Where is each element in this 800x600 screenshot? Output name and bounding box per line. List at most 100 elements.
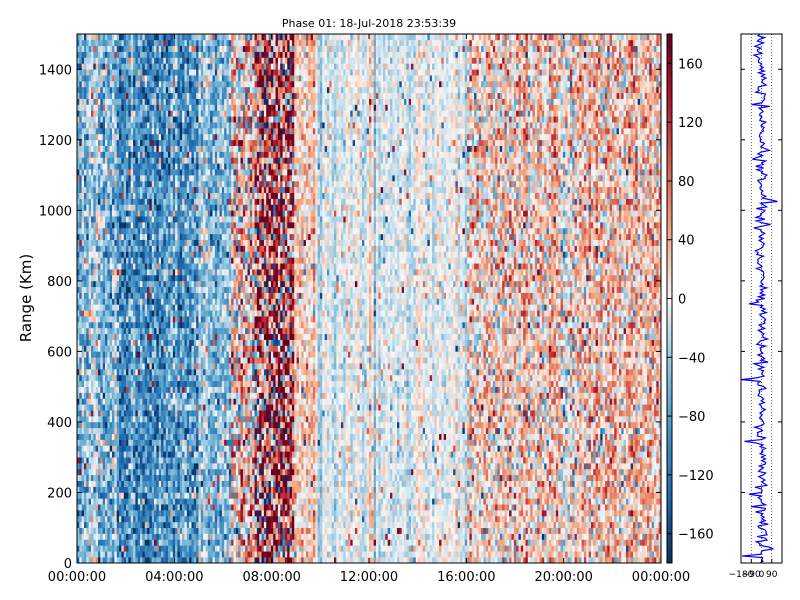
- heatmap-cell: [79, 246, 82, 252]
- heatmap-cell: [189, 116, 192, 122]
- heatmap-cell: [91, 551, 94, 557]
- heatmap-cell: [119, 228, 122, 234]
- heatmap-cell: [168, 169, 171, 175]
- heatmap-cell: [89, 475, 92, 481]
- heatmap-cell: [119, 375, 122, 381]
- heatmap-cell: [159, 275, 162, 281]
- heatmap-cell: [156, 322, 159, 328]
- heatmap-cell: [91, 481, 94, 487]
- heatmap-cell: [103, 193, 106, 199]
- heatmap-cell: [205, 369, 208, 375]
- heatmap-cell: [159, 457, 162, 463]
- heatmap-cell: [82, 504, 85, 510]
- heatmap-cell: [161, 369, 164, 375]
- heatmap-cell: [166, 528, 169, 534]
- heatmap-cell: [184, 169, 187, 175]
- heatmap-cell: [128, 463, 131, 469]
- heatmap-cell: [175, 175, 178, 181]
- heatmap-cell: [131, 340, 134, 346]
- heatmap-cell: [180, 281, 183, 287]
- heatmap-cell: [173, 528, 176, 534]
- heatmap-cell: [103, 216, 106, 222]
- heatmap-cell: [205, 322, 208, 328]
- heatmap-cell: [133, 228, 136, 234]
- heatmap-cell: [203, 52, 206, 58]
- heatmap-cell: [201, 475, 204, 481]
- heatmap-cell: [82, 522, 85, 528]
- heatmap-cell: [138, 422, 141, 428]
- heatmap-cell: [191, 416, 194, 422]
- heatmap-cell: [126, 416, 129, 422]
- heatmap-cell: [191, 40, 194, 46]
- heatmap-cell: [189, 340, 192, 346]
- heatmap-cell: [96, 187, 99, 193]
- heatmap-cell: [196, 498, 199, 504]
- heatmap-cell: [177, 146, 180, 152]
- heatmap-cell: [105, 534, 108, 540]
- heatmap-cell: [166, 281, 169, 287]
- heatmap-cell: [131, 69, 134, 75]
- heatmap-cell: [159, 440, 162, 446]
- heatmap-cell: [194, 463, 197, 469]
- heatmap-cell: [201, 187, 204, 193]
- heatmap-cell: [154, 199, 157, 205]
- heatmap-cell: [96, 240, 99, 246]
- heatmap-cell: [117, 393, 120, 399]
- heatmap-cell: [114, 69, 117, 75]
- heatmap-cell: [180, 87, 183, 93]
- heatmap-cell: [198, 210, 201, 216]
- heatmap-cell: [142, 293, 145, 299]
- heatmap-cell: [145, 545, 148, 551]
- heatmap-cell: [142, 498, 145, 504]
- heatmap-cell: [142, 93, 145, 99]
- heatmap-cell: [184, 522, 187, 528]
- heatmap-cell: [133, 381, 136, 387]
- heatmap-cell: [156, 422, 159, 428]
- heatmap-cell: [93, 181, 96, 187]
- heatmap-cell: [79, 457, 82, 463]
- heatmap-cell: [163, 369, 166, 375]
- heatmap-cell: [84, 522, 87, 528]
- heatmap-cell: [100, 175, 103, 181]
- heatmap-cell: [203, 175, 206, 181]
- heatmap-cell: [203, 487, 206, 493]
- heatmap-cell: [198, 416, 201, 422]
- heatmap-cell: [198, 516, 201, 522]
- heatmap-cell: [82, 545, 85, 551]
- heatmap-cell: [103, 199, 106, 205]
- heatmap-cell: [173, 122, 176, 128]
- heatmap-cell: [82, 404, 85, 410]
- heatmap-cell: [194, 169, 197, 175]
- heatmap-cell: [84, 428, 87, 434]
- heatmap-cell: [128, 146, 131, 152]
- heatmap-cell: [187, 369, 190, 375]
- heatmap-cell: [147, 440, 150, 446]
- heatmap-cell: [133, 534, 136, 540]
- heatmap-cell: [142, 351, 145, 357]
- heatmap-cell: [89, 539, 92, 545]
- heatmap-cell: [124, 528, 127, 534]
- heatmap-cell: [154, 240, 157, 246]
- heatmap-cell: [112, 445, 115, 451]
- heatmap-cell: [135, 304, 138, 310]
- heatmap-cell: [177, 63, 180, 69]
- heatmap-cell: [82, 240, 85, 246]
- heatmap-cell: [133, 463, 136, 469]
- heatmap-cell: [187, 105, 190, 111]
- heatmap-cell: [110, 228, 113, 234]
- heatmap-cell: [82, 428, 85, 434]
- heatmap-cell: [119, 557, 122, 563]
- heatmap-cell: [126, 63, 129, 69]
- heatmap-cell: [156, 451, 159, 457]
- heatmap-cell: [124, 440, 127, 446]
- heatmap-cell: [114, 281, 117, 287]
- heatmap-cell: [147, 58, 150, 64]
- heatmap-cell: [100, 534, 103, 540]
- heatmap-cell: [187, 340, 190, 346]
- heatmap-cell: [93, 134, 96, 140]
- heatmap-cell: [82, 410, 85, 416]
- heatmap-cell: [177, 528, 180, 534]
- heatmap-cell: [79, 293, 82, 299]
- heatmap-cell: [142, 251, 145, 257]
- heatmap-cell: [126, 222, 129, 228]
